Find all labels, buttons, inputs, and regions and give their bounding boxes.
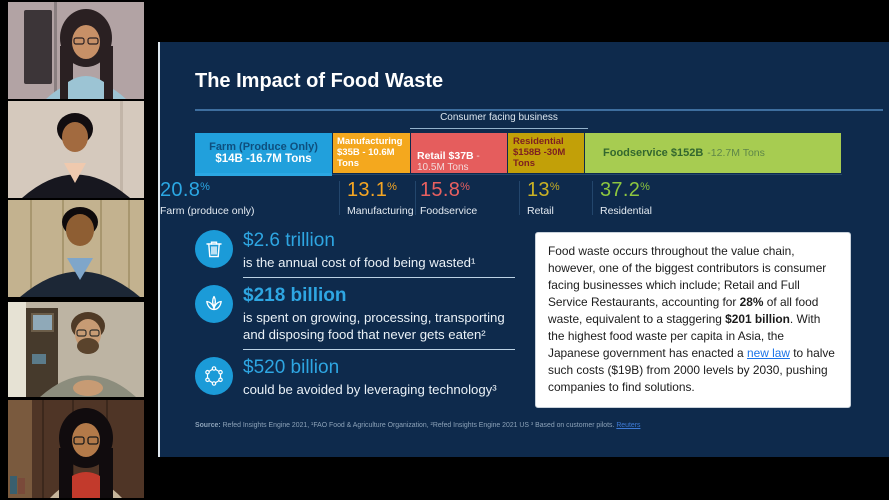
bar-baseline bbox=[195, 174, 842, 175]
shared-slide: The Impact of Food Waste Consumer facing… bbox=[158, 42, 889, 457]
slide-title: The Impact of Food Waste bbox=[195, 70, 444, 92]
lotus-icon bbox=[195, 285, 233, 323]
bar-segment-value: $14B -16.7M Tons bbox=[215, 153, 312, 165]
stat-avoided: $520 billion could be avoided by leverag… bbox=[195, 357, 531, 398]
title-divider bbox=[195, 109, 883, 111]
pct-suffix: % bbox=[200, 181, 210, 193]
consumer-facing-underline bbox=[410, 128, 588, 129]
consumer-facing-label: Consumer facing business bbox=[440, 112, 558, 123]
participant-avatar bbox=[8, 101, 144, 198]
bar-segment-label: Farm (Produce Only) bbox=[209, 141, 318, 153]
bar-segment-value: -12.7M Tons bbox=[707, 147, 765, 159]
stat-desc: is the annual cost of food being wasted¹ bbox=[243, 254, 476, 270]
stats-list: $2.6 trillion is the annual cost of food… bbox=[195, 230, 531, 398]
pct-value: 37.2 bbox=[600, 179, 641, 201]
pct-value: 20.8 bbox=[160, 179, 201, 201]
bar-segment-manufacturing: Manufacturing $35B - 10.6M Tons bbox=[333, 133, 410, 173]
bar-segment-label: Foodservice $152B bbox=[603, 147, 704, 159]
pct-farm: 20.8% Farm (produce only) bbox=[160, 179, 255, 217]
pct-label: Foodservice bbox=[420, 205, 478, 217]
pct-suffix: % bbox=[460, 181, 470, 193]
stat-divider bbox=[243, 277, 515, 278]
pct-manufacturing: 13.1% Manufacturing bbox=[347, 179, 414, 217]
stat-amount: $2.6 trillion bbox=[243, 230, 335, 251]
pct-label: Residential bbox=[600, 205, 652, 217]
bar-segment-value: $35B - 10.6M Tons bbox=[337, 147, 395, 170]
stat-amount: $218 billion bbox=[243, 285, 347, 306]
pct-label: Manufacturing bbox=[347, 205, 414, 217]
bar-segment-label: Residential bbox=[513, 136, 564, 147]
pct-divider bbox=[592, 181, 593, 215]
molecule-icon bbox=[195, 357, 233, 396]
new-law-link[interactable]: new law bbox=[746, 346, 790, 361]
pct-divider bbox=[519, 181, 520, 215]
stat-annual-cost: $2.6 trillion is the annual cost of food… bbox=[195, 230, 531, 271]
bar-segment-retail: Retail $37B - 10.5M Tons bbox=[411, 133, 507, 173]
pct-divider bbox=[415, 181, 416, 215]
source-line: Source: Refed Insights Engine 2021, ¹FAO… bbox=[195, 422, 815, 429]
bar-segment-value: $158B -30M Tons bbox=[513, 147, 566, 170]
participant-video-4[interactable] bbox=[8, 302, 144, 397]
stat-amount: $520 billion bbox=[243, 357, 340, 379]
callout-text: to halve such costs ($19B) from 2000 lev… bbox=[548, 346, 835, 395]
bar-segment-foodservice: Foodservice $152B -12.7M Tons bbox=[585, 133, 841, 173]
pct-value: 13.1 bbox=[347, 179, 388, 201]
pct-suffix: % bbox=[549, 181, 560, 193]
callout-text: Food waste occurs throughout the value c… bbox=[548, 244, 827, 310]
pct-retail: 13% Retail bbox=[527, 179, 560, 217]
stat-desc: is spent on growing, processing, transpo… bbox=[243, 309, 505, 342]
participant-video-2[interactable] bbox=[8, 101, 144, 198]
bar-segment-residential: Residential $158B -30M Tons bbox=[508, 133, 584, 173]
pct-suffix: % bbox=[640, 181, 650, 193]
participant-video-1[interactable] bbox=[8, 2, 144, 99]
bar-segment-value: - 10.5M Tons bbox=[417, 151, 480, 173]
callout-text: of all food waste, equivalent to a stagg… bbox=[548, 295, 819, 327]
bar-segment-label: Manufacturing bbox=[337, 136, 403, 147]
source-text: Refed Insights Engine 2021, ¹FAO Food & … bbox=[220, 422, 617, 429]
pct-foodservice: 15.8% Foodservice bbox=[420, 179, 477, 217]
participant-video-5[interactable] bbox=[8, 400, 144, 498]
food-waste-bar: Farm (Produce Only) $14B -16.7M Tons Man… bbox=[195, 133, 841, 173]
source-label: Source: bbox=[195, 422, 221, 429]
pct-suffix: % bbox=[387, 181, 397, 193]
pct-label: Retail bbox=[527, 205, 554, 217]
callout-bold: $201 billion bbox=[725, 312, 790, 327]
stat-divider bbox=[243, 349, 515, 351]
pct-divider bbox=[339, 181, 340, 215]
callout-bold: 28% bbox=[739, 295, 764, 310]
pct-value: 13 bbox=[527, 179, 550, 201]
bar-farm-highlight bbox=[195, 173, 332, 176]
participant-avatar bbox=[8, 2, 144, 99]
pct-label: Farm (produce only) bbox=[160, 205, 255, 217]
participant-avatar bbox=[8, 302, 144, 397]
participant-avatar bbox=[8, 400, 144, 498]
pct-residential: 37.2% Residential bbox=[600, 179, 652, 217]
callout-text: . With the highest food waste per capita… bbox=[548, 312, 821, 361]
bar-segment-farm: Farm (Produce Only) $14B -16.7M Tons bbox=[195, 133, 332, 173]
participant-avatar bbox=[8, 200, 144, 297]
source-link[interactable]: Reuters bbox=[616, 422, 641, 429]
trash-icon bbox=[195, 230, 233, 268]
stat-desc: could be avoided by leveraging technolog… bbox=[243, 382, 497, 397]
pct-value: 15.8 bbox=[420, 179, 461, 201]
stat-spent: $218 billion is spent on growing, proces… bbox=[195, 285, 531, 343]
participant-strip bbox=[0, 0, 157, 500]
callout-box: Food waste occurs throughout the value c… bbox=[535, 232, 851, 408]
participant-video-3[interactable] bbox=[8, 200, 144, 297]
bar-segment-label: Retail $37B bbox=[417, 150, 474, 162]
